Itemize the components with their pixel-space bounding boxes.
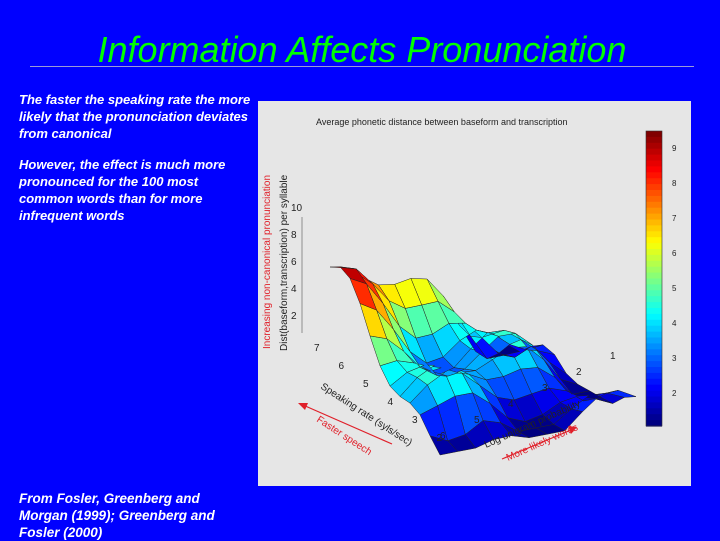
probability-tick: 5 [474,415,480,426]
colorbar-band [646,178,662,185]
surface-plot: Average phonetic distance between basefo… [262,117,677,464]
colorbar-band [646,225,662,232]
colorbar-band [646,166,662,173]
colorbar-tick: 4 [672,319,677,328]
plot-axes: 10 8 6 4 2 7 6 5 4 3 2 1 2 3 4 5 6 [291,203,616,444]
colorbar-band [646,372,662,380]
colorbar-band [646,154,662,162]
faster-speech-arrow [298,403,393,445]
colorbar-tick: 6 [672,249,677,258]
y-tick-label: 2 [291,311,297,322]
colorbar-band [646,408,662,415]
y-tick-label: 8 [291,230,297,241]
colorbar-band [646,349,662,356]
colorbar-tick: 2 [672,389,677,398]
surface-plot-figure: Average phonetic distance between basefo… [258,101,691,486]
probability-tick: 6 [440,431,446,442]
colorbar-band [646,148,662,156]
colorbar-band [646,195,662,203]
colorbar-band [646,190,662,197]
colorbar: 9 8 7 6 5 4 3 2 [645,130,677,427]
colorbar-band [646,272,662,280]
colorbar-band [646,355,662,362]
colorbar-band [646,337,662,344]
colorbar-band [646,331,662,339]
speaking-rate-tick: 2 [437,433,443,444]
colorbar-tick: 3 [672,354,677,363]
citation: From Fosler, Greenberg and Morgan (1999)… [19,491,215,540]
probability-tick: 3 [542,383,548,394]
colorbar-band [646,201,662,209]
probability-tick: 2 [576,367,582,378]
speaking-rate-tick: 5 [363,379,369,390]
colorbar-tick: 9 [672,144,677,153]
colorbar-band [646,136,662,144]
colorbar-band [646,361,662,368]
colorbar-band [646,172,662,179]
colorbar-band [646,402,662,409]
colorbar-band [646,237,662,244]
colorbar-tick: 5 [672,284,677,293]
colorbar-band [646,207,662,215]
colorbar-band [646,313,662,321]
y-axis-label-outer: Increasing non-canonical pronunciation [262,175,273,349]
colorbar-band [646,308,662,315]
speaking-rate-tick: 7 [314,343,320,354]
colorbar-band [646,319,662,327]
colorbar-band [646,396,662,403]
colorbar-band [646,142,662,150]
bullet-speaking-rate: The faster the speaking rate the more li… [19,92,251,141]
probability-tick: 1 [610,351,616,362]
colorbar-band [646,213,662,221]
colorbar-band [646,414,662,421]
speaking-rate-tick: 6 [339,361,345,372]
title-divider [30,66,694,67]
surface-cell [329,266,357,270]
colorbar-band [646,243,662,250]
colorbar-band [646,343,662,350]
y-tick-label: 4 [291,284,297,295]
figure-title: Average phonetic distance between basefo… [316,117,568,127]
y-tick-label: 6 [291,257,297,268]
colorbar-band [646,325,662,333]
slide-title: Information Affects Pronunciation [97,29,627,70]
y-tick-label: 10 [291,203,303,214]
colorbar-band [646,302,662,309]
surface-mesh [329,266,637,456]
colorbar-band [646,219,662,226]
y-axis-label-inner: Dist(baseform,transcription) per syllabl… [279,174,290,351]
colorbar-band [646,231,662,238]
colorbar-band [646,249,662,256]
colorbar-band [646,184,662,191]
bullet-common-words: However, the effect is much more pronoun… [19,157,226,223]
colorbar-band [646,284,662,291]
colorbar-band [646,131,662,138]
colorbar-tick: 8 [672,179,677,188]
colorbar-band [646,378,662,386]
probability-tick: 4 [508,399,514,410]
colorbar-band [646,160,662,167]
faster-speech-label: Faster speech [314,414,373,458]
colorbar-band [646,260,662,268]
colorbar-band [646,296,662,303]
colorbar-band [646,290,662,297]
speaking-rate-tick: 3 [412,415,418,426]
colorbar-band [646,390,662,398]
colorbar-band [646,384,662,392]
colorbar-band [646,278,662,285]
colorbar-band [646,254,662,262]
colorbar-band [646,367,662,374]
colorbar-tick: 7 [672,214,677,223]
more-likely-words-arrow [501,426,577,460]
colorbar-band [646,266,662,274]
speaking-rate-tick: 4 [388,397,394,408]
colorbar-band [646,420,662,427]
